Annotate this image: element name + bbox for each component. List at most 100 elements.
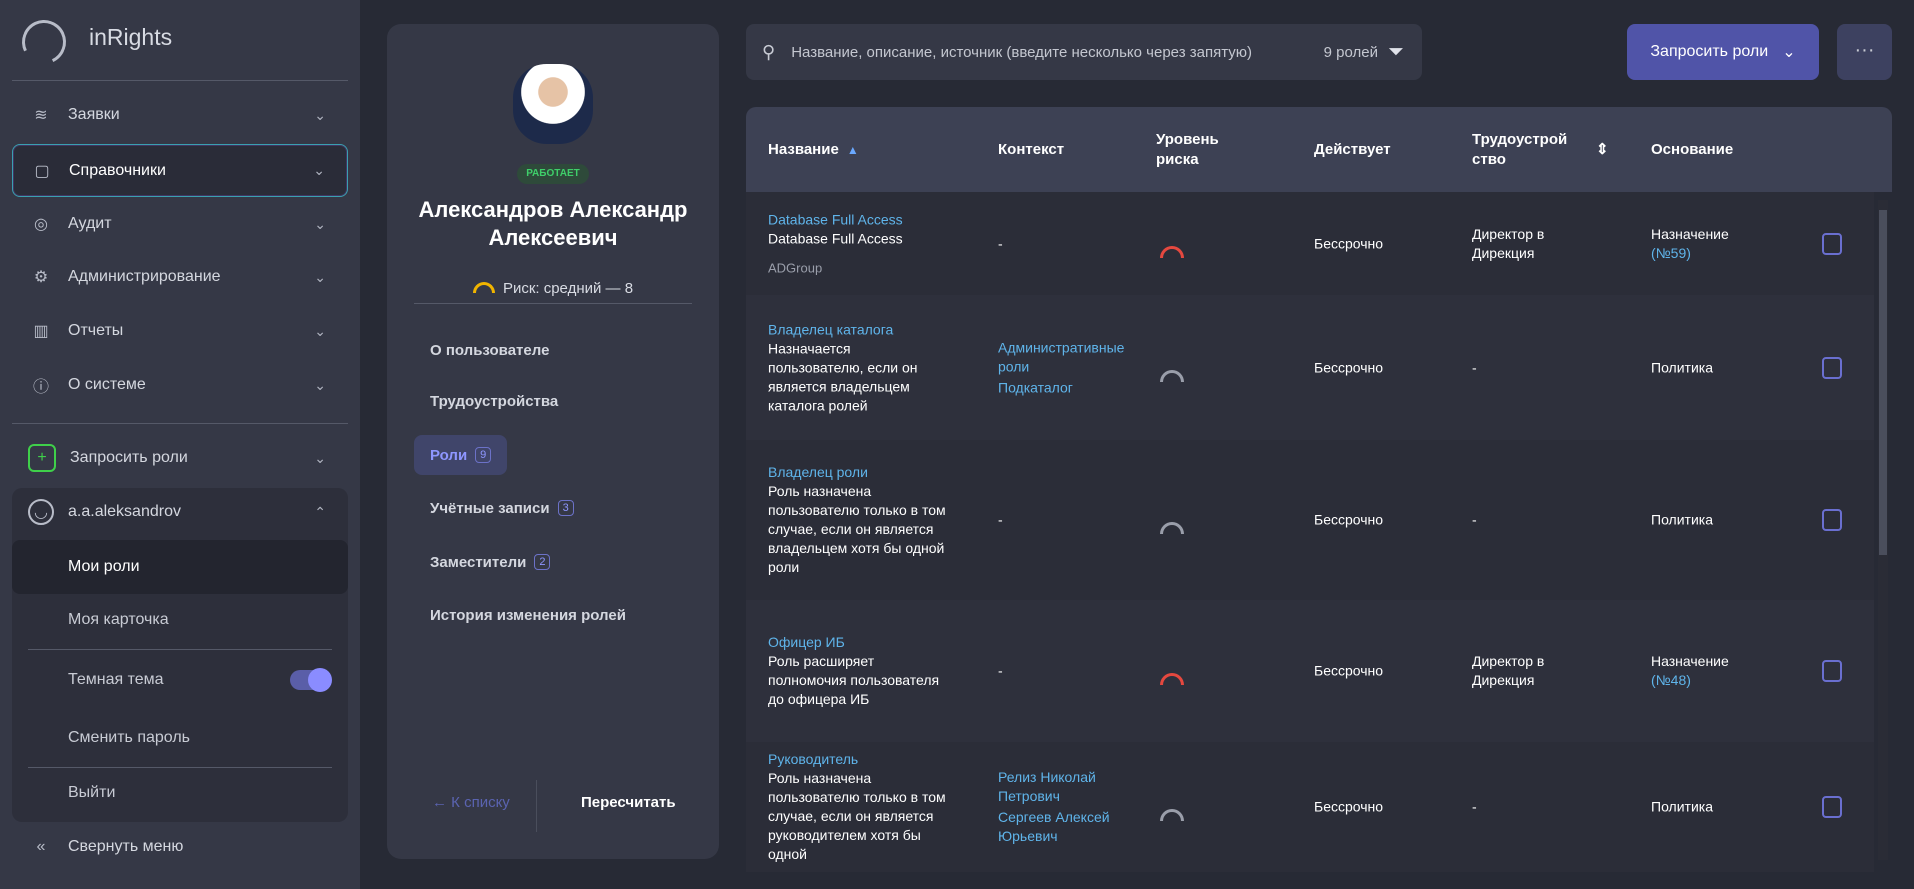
column-name[interactable]: Название ▲	[768, 140, 859, 158]
role-name-link[interactable]: Офицер ИБ	[768, 634, 845, 650]
sidebar-item-reports[interactable]: ▥ Отчеты ⌄	[12, 305, 348, 357]
basis-value: Политика	[1651, 798, 1713, 815]
user-menu-toggle[interactable]: ◡ a.a.aleksandrov ⌃	[12, 486, 348, 538]
scrollbar-thumb[interactable]	[1879, 210, 1887, 555]
basis-value: Политика	[1651, 511, 1713, 528]
dark-theme-toggle[interactable]	[290, 668, 332, 692]
context-link[interactable]: Релиз Николай Петрович	[998, 769, 1096, 804]
risk-summary: Риск: средний — 8	[387, 280, 719, 297]
count-badge: 9	[475, 447, 492, 463]
table-row[interactable]: Владелец каталога Назначается пользовател…	[746, 295, 1874, 440]
basis-ref-link[interactable]: (№59)	[1651, 244, 1691, 261]
role-name-link[interactable]: Владелец каталога	[768, 321, 894, 337]
sidebar-request-roles[interactable]: + Запросить роли ⌄	[12, 432, 348, 484]
profile-tab-roles[interactable]: Роли 9	[414, 435, 508, 475]
row-checkbox[interactable]	[1822, 509, 1842, 531]
row-checkbox[interactable]	[1822, 232, 1842, 255]
context-value: -	[998, 511, 1003, 528]
sidebar-item-audit[interactable]: ◎ Аудит ⌄	[12, 198, 348, 250]
profile-tab-about[interactable]: О пользователе	[430, 341, 550, 359]
table-row[interactable]: Database Full Access Database Full Access…	[746, 192, 1874, 295]
sidebar-item-about[interactable]: ⓘ О системе ⌄	[12, 359, 348, 411]
role-description: Роль назначена пользователю только в том…	[768, 770, 946, 862]
risk-gauge-icon	[1160, 369, 1184, 382]
context-link[interactable]: Подкаталог	[998, 379, 1073, 395]
column-basis[interactable]: Основание	[1651, 140, 1734, 158]
role-cell: Владелец роли Роль назначена пользователю…	[768, 463, 948, 577]
row-checkbox[interactable]	[1822, 796, 1842, 818]
role-cell: Офицер ИБ Роль расширяет полномочия польз…	[768, 633, 948, 709]
filter-icon[interactable]: ⏷	[1388, 40, 1404, 63]
valid-cell: Бессрочно	[1314, 662, 1384, 679]
context-link[interactable]: Административные роли	[998, 339, 1125, 374]
context-link[interactable]: Сергеев Алексей Юрьевич	[998, 809, 1110, 844]
double-chevron-left-icon: «	[36, 838, 46, 855]
chevron-down-icon: ⌄	[313, 162, 325, 178]
more-button[interactable]: ···	[1837, 24, 1892, 80]
chevron-up-icon: ⌃	[314, 503, 326, 520]
profile-tab-accounts[interactable]: Учётные записи 3	[414, 488, 590, 528]
role-name-link[interactable]: Владелец роли	[768, 464, 868, 480]
sidebar-item-admin[interactable]: ⚙ Администрирование ⌄	[12, 251, 348, 303]
user-name: Александров Александр Алексеевич	[418, 197, 688, 250]
column-risk[interactable]: Уровень риска	[1156, 130, 1219, 168]
context-value: -	[998, 662, 1003, 679]
search-icon: ⚲	[762, 41, 776, 62]
sort-asc-icon: ▲	[846, 142, 859, 157]
my-card-link[interactable]: Моя карточка	[68, 611, 169, 628]
table-row[interactable]: Владелец роли Роль назначена пользователю…	[746, 440, 1874, 600]
collapse-menu-button[interactable]: «Свернуть меню	[12, 821, 348, 873]
chevron-down-icon: ⌄	[314, 268, 326, 285]
recalculate-button[interactable]: Пересчитать	[581, 794, 676, 811]
employment-cell: Директор в Дирекция	[1472, 653, 1545, 688]
context-cell: Административные роли Подкаталог	[998, 336, 1125, 399]
role-cell: Database Full Access Database Full Access…	[768, 210, 948, 277]
basis-cell: Назначение (№48)	[1651, 652, 1751, 690]
profile-tab-deputies[interactable]: Заместители 2	[414, 542, 566, 582]
document-icon: ▢	[34, 162, 50, 180]
eye-icon: ◎	[34, 216, 48, 233]
logo-icon	[15, 13, 73, 71]
role-description: Назначается пользователю, если он являет…	[768, 340, 918, 413]
sidebar-item-requests[interactable]: ≋ Заявки ⌄	[12, 89, 348, 141]
plus-icon: +	[28, 444, 56, 472]
chevron-down-icon: ⌄	[314, 322, 326, 339]
row-checkbox[interactable]	[1822, 356, 1842, 379]
profile-tab-history[interactable]: История изменения ролей	[430, 606, 626, 624]
table-row[interactable]: Офицер ИБ Роль расширяет полномочия польз…	[746, 600, 1874, 742]
column-employment[interactable]: Трудоустройство	[1472, 130, 1568, 168]
gauge-icon	[472, 282, 495, 293]
my-roles-link[interactable]: Мои роли	[12, 540, 348, 594]
sort-both-icon[interactable]: ⇕	[1596, 140, 1609, 158]
risk-gauge-icon	[1160, 522, 1184, 534]
search-bar[interactable]: ⚲ Название, описание, источник (введите …	[746, 24, 1422, 80]
role-name-link[interactable]: Руководитель	[768, 751, 859, 767]
result-count: 9 ролей	[1323, 43, 1378, 61]
row-checkbox[interactable]	[1822, 660, 1842, 682]
logout-link[interactable]: Выйти	[68, 784, 116, 801]
role-name-link[interactable]: Database Full Access	[768, 211, 903, 227]
risk-gauge-icon	[1160, 809, 1184, 821]
chevron-down-icon: ⌄	[314, 376, 326, 393]
gear-icon: ⚙	[33, 269, 49, 286]
valid-cell: Бессрочно	[1314, 359, 1384, 375]
table-row[interactable]: Руководитель Роль назначена пользователю …	[746, 742, 1874, 872]
basis-ref-link[interactable]: (№48)	[1651, 672, 1691, 688]
column-valid[interactable]: Действует	[1314, 140, 1391, 158]
count-badge: 3	[557, 500, 574, 516]
back-to-list-link[interactable]: ← К списку	[432, 794, 510, 811]
risk-gauge-icon	[1160, 673, 1184, 685]
user-icon: ◡	[28, 499, 54, 525]
sidebar-item-directories[interactable]: ▢ Справочники ⌄	[12, 144, 348, 197]
change-password-link[interactable]: Сменить пароль	[68, 729, 191, 746]
search-input[interactable]: Название, описание, источник (введите не…	[791, 43, 1252, 61]
basis-cell: Политика	[1651, 798, 1751, 817]
column-context[interactable]: Контекст	[998, 140, 1065, 158]
valid-cell: Бессрочно	[1314, 511, 1384, 528]
request-roles-button[interactable]: Запросить роли ⌄	[1627, 24, 1819, 80]
profile-tab-employment[interactable]: Трудоустройства	[430, 392, 559, 410]
valid-cell: Бессрочно	[1314, 235, 1384, 251]
context-cell: -	[998, 509, 1118, 532]
info-icon: ⓘ	[32, 379, 49, 396]
chevron-down-icon: ⌄	[314, 106, 326, 123]
